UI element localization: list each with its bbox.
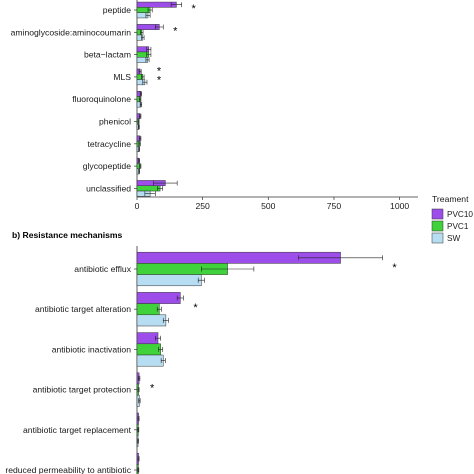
legend-label-pvc1: PVC1 (447, 222, 469, 231)
category-label-antibiotic-target-protection: antibiotic target protection (33, 385, 132, 395)
legend-swatch-pvc1 (431, 220, 444, 232)
category-label-fluoroquinolone: fluoroquinolone (72, 94, 131, 104)
category-label-mls: MLS (113, 72, 131, 82)
category-label-antibiotic-inactivation: antibiotic inactivation (52, 344, 132, 354)
legend-swatch-sw (431, 232, 444, 244)
significance-star: * (157, 74, 162, 86)
bar-pvc1-antibiotic-target-alteration (136, 303, 160, 316)
category-label-aminoglycoside-aminocoumarin: aminoglycoside:aminocoumarin (11, 27, 132, 37)
x-tick-label: 1000 (390, 201, 409, 211)
category-label-antibiotic-efflux: antibiotic efflux (74, 264, 131, 274)
category-label-antibiotic-target-replacement: antibiotic target replacement (23, 425, 132, 435)
x-tick-label: 500 (261, 201, 276, 211)
category-label-beta-lactam: beta−lactam (84, 50, 131, 60)
legend-label-pvc10: PVC10 (447, 210, 473, 219)
panel-b-title: b) Resistance mechanisms (12, 230, 123, 240)
legend-title: Treament (432, 194, 469, 204)
category-label-peptide: peptide (103, 5, 131, 15)
bar-pvc1-unclassified (136, 185, 161, 192)
panel-b-resistance-mechanisms: b) Resistance mechanisms antibiotic effl… (5, 230, 397, 474)
category-label-phenicol: phenicol (99, 117, 131, 127)
legend-label-sw: SW (447, 234, 460, 243)
bar-sw-antibiotic-efflux (136, 274, 202, 287)
legend: Treament PVC10 PVC1 SW (431, 194, 473, 244)
category-label-unclassified: unclassified (86, 183, 131, 193)
x-tick-label: 250 (195, 201, 210, 211)
bar-pvc10-antibiotic-inactivation (136, 332, 159, 345)
bar-pvc10-peptide (136, 1, 177, 8)
bar-pvc1-antibiotic-inactivation (136, 343, 161, 356)
x-tick-label: 0 (135, 201, 140, 211)
significance-star: * (150, 383, 155, 395)
category-label-glycopeptide: glycopeptide (83, 161, 131, 171)
bar-pvc10-antibiotic-target-alteration (136, 292, 181, 304)
category-label-reduced-permeability-to-antibiotic: reduced permeability to antibiotic (5, 465, 131, 474)
x-tick-label: 750 (327, 201, 342, 211)
bar-sw-antibiotic-target-alteration (136, 314, 167, 327)
category-label-antibiotic-target-alteration: antibiotic target alteration (35, 304, 131, 314)
category-label-tetracycline: tetracycline (88, 139, 132, 149)
panel-a-antibiotic-classes: peptide * aminoglycoside:aminocoumarin * bet… (11, 0, 418, 211)
significance-star: * (392, 262, 397, 274)
bar-sw-antibiotic-inactivation (136, 354, 164, 367)
significance-star: * (157, 65, 162, 77)
legend-swatch-pvc10 (431, 208, 444, 220)
significance-star: * (193, 302, 198, 314)
significance-star: * (173, 25, 178, 37)
significance-star: * (192, 3, 197, 15)
